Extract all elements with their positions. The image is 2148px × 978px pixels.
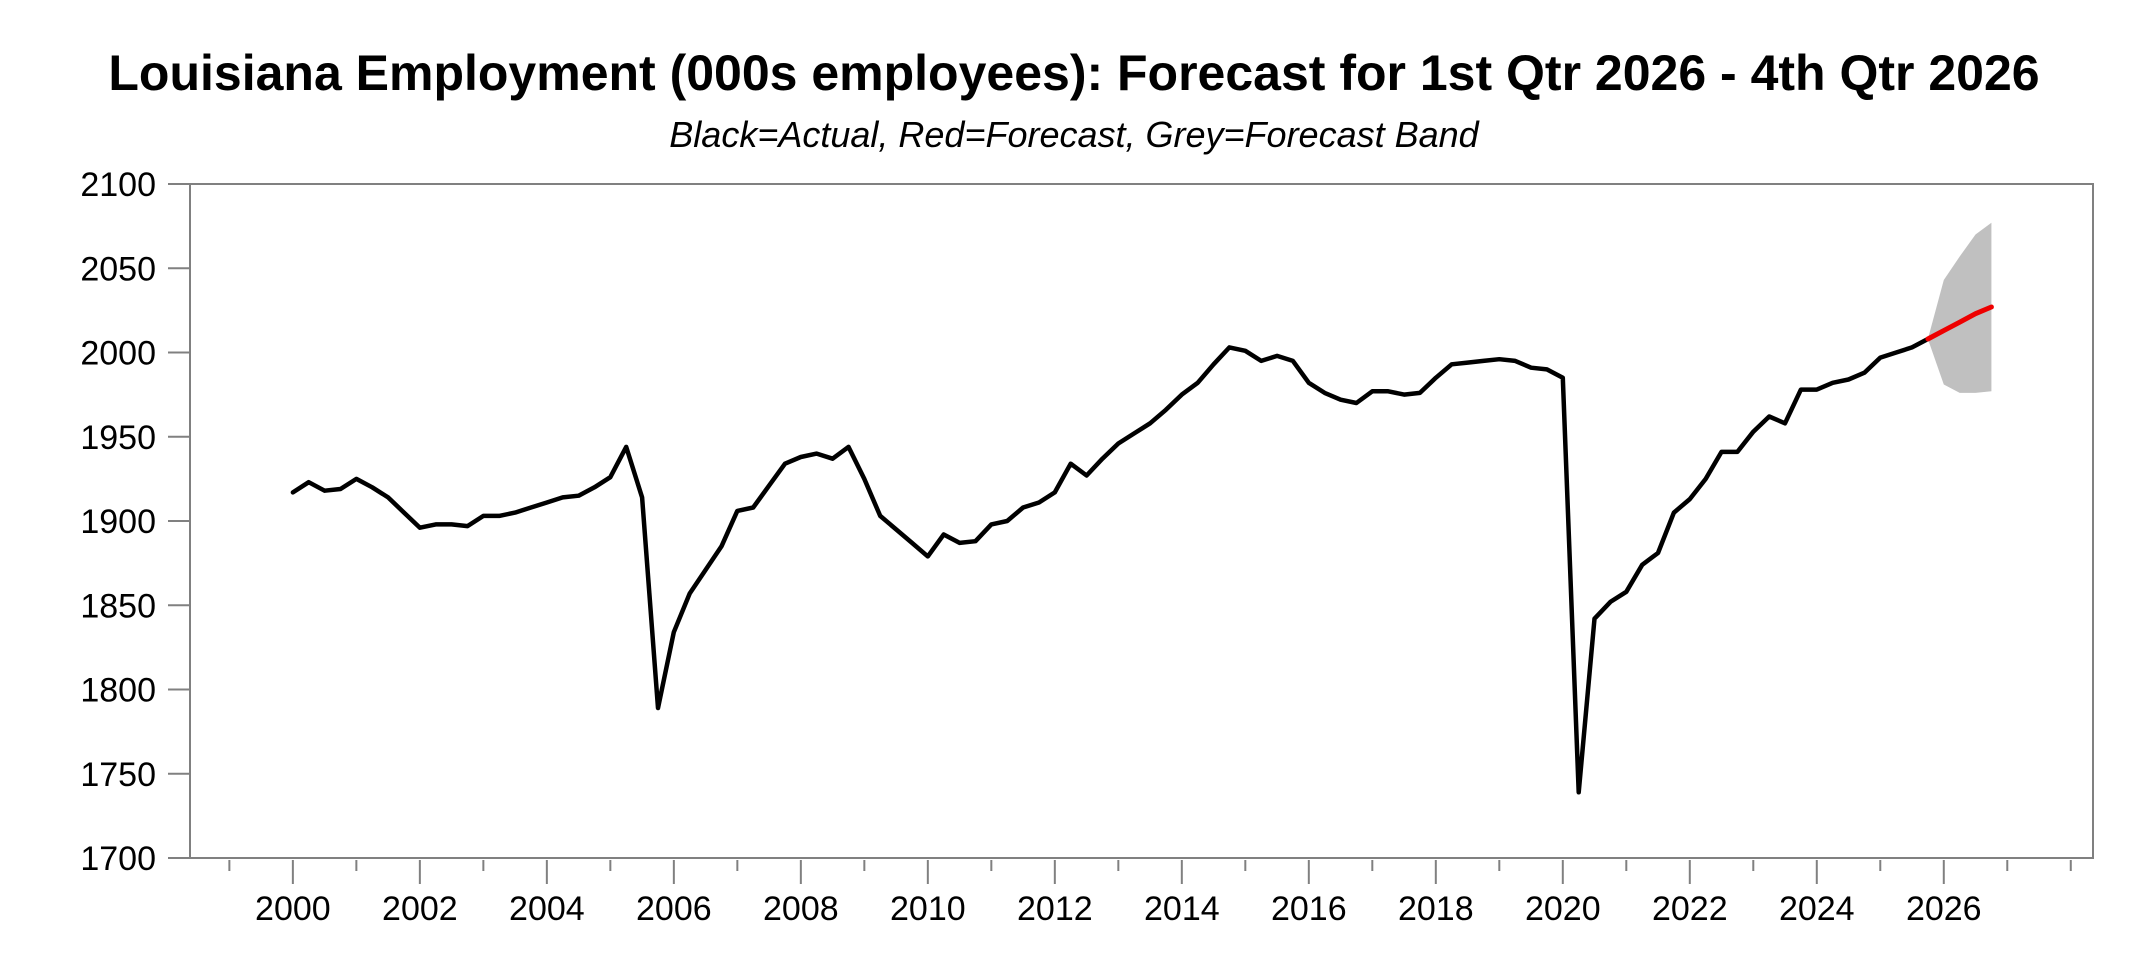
x-axis-tick-label: 2024: [1779, 890, 1855, 928]
actual-employment-line: [290, 336, 1931, 795]
y-axis-tick-label: 2000: [80, 335, 156, 373]
y-axis-tick-label: 1700: [80, 840, 156, 878]
y-axis-tick-label: 1750: [80, 756, 156, 794]
x-axis-tick-label: 2012: [1017, 890, 1093, 928]
x-axis-tick-label: 2004: [509, 890, 585, 928]
axis-group: 1700 1750 1800 1850 1900 1950 2000 2050 2100 2000…: [80, 166, 2072, 928]
x-axis-tick-label: 2006: [636, 890, 712, 928]
chart-subtitle: Black=Actual, Red=Forecast, Grey=Forecas…: [669, 114, 1479, 155]
y-axis-tick-label: 2050: [80, 250, 156, 288]
y-axis-tick-label: 1800: [80, 672, 156, 710]
plot-frame: [189, 183, 2094, 859]
forecast-band: [1927, 222, 1992, 393]
x-axis-tick-label: 2026: [1906, 890, 1982, 928]
chart-title: Louisiana Employment (000s employees): F…: [108, 45, 2040, 101]
x-axis-tick-label: 2022: [1652, 890, 1728, 928]
y-axis-tick-label: 1900: [80, 503, 156, 541]
x-axis-tick-label: 2016: [1271, 890, 1347, 928]
forecast-band-group: [1927, 222, 1992, 393]
series-line-group: [290, 304, 1994, 795]
x-axis-tick-label: 2014: [1144, 890, 1220, 928]
y-axis-tick-label: 2100: [80, 166, 156, 204]
x-axis-tick-label: 2008: [763, 890, 839, 928]
y-axis-tick-label: 1850: [80, 587, 156, 625]
x-axis-tick-label: 2010: [890, 890, 966, 928]
y-axis-tick-label: 1950: [80, 419, 156, 457]
forecast-employment-line: [1925, 304, 1994, 342]
x-axis-tick-label: 2000: [255, 890, 331, 928]
x-axis-tick-label: 2020: [1525, 890, 1601, 928]
x-axis-tick-label: 2018: [1398, 890, 1474, 928]
x-axis-tick-label: 2002: [382, 890, 458, 928]
